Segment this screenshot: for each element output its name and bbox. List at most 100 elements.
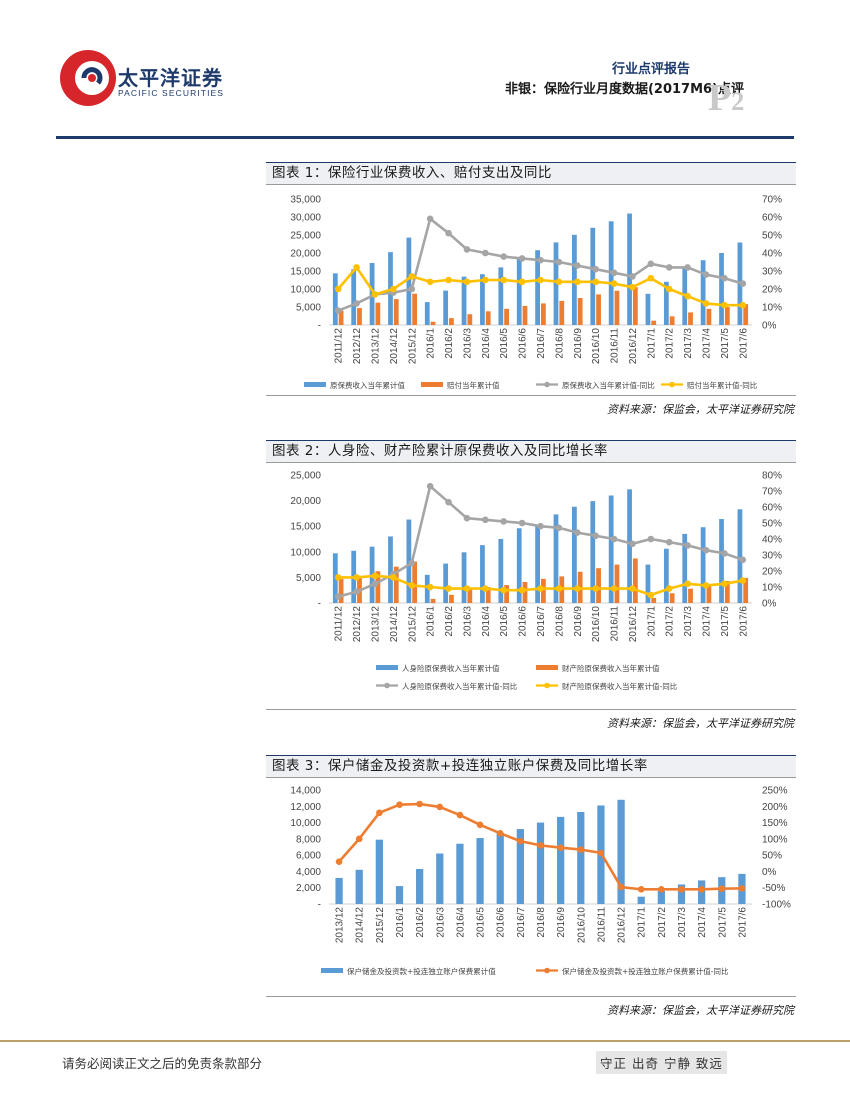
line-point bbox=[476, 821, 484, 829]
line-point bbox=[353, 300, 360, 307]
y-tick-label: - bbox=[318, 900, 321, 911]
bar-secondary bbox=[541, 578, 546, 603]
figure-3-title: 图表 3：保户储金及投资款+投连独立账户保费及同比增长率 bbox=[266, 755, 796, 778]
x-tick-label: 2016/10 bbox=[576, 907, 587, 944]
x-tick-label: 2014/12 bbox=[355, 907, 366, 944]
series-line-1 bbox=[337, 266, 743, 307]
line-point bbox=[496, 830, 504, 837]
bar-secondary bbox=[559, 300, 565, 325]
logo-wordmark-cn: 太平洋证券 bbox=[118, 66, 223, 90]
x-tick-label: 2016/5 bbox=[499, 606, 510, 637]
line-point bbox=[408, 559, 416, 567]
page-letter: P bbox=[708, 77, 732, 119]
y-tick-label: 10,000 bbox=[290, 547, 321, 558]
line-point bbox=[353, 588, 360, 596]
x-tick-label: 2016/7 bbox=[516, 907, 527, 938]
y-tick-label: 25,000 bbox=[290, 231, 321, 242]
legend-label: 原保费收入当年累计值-同比 bbox=[562, 380, 655, 390]
bar-primary bbox=[719, 253, 724, 325]
y2-tick-label: 30% bbox=[762, 551, 782, 562]
line-point bbox=[537, 276, 544, 284]
line-point bbox=[353, 264, 360, 271]
bar-secondary bbox=[467, 589, 473, 603]
line-point bbox=[445, 585, 452, 592]
footer-rule bbox=[0, 1040, 850, 1042]
line-point bbox=[390, 574, 397, 581]
x-tick-label: 2017/1 bbox=[637, 907, 648, 938]
bar-secondary bbox=[541, 303, 546, 325]
figure-1-chart: - 5,000 10,000 15,000 20,000 25,000 30,000 35,0… bbox=[290, 195, 782, 391]
bar-secondary bbox=[688, 588, 693, 603]
line-point bbox=[678, 886, 685, 893]
x-tick-label: 2016/5 bbox=[476, 907, 487, 938]
bar-primary bbox=[682, 533, 688, 603]
legend-swatch-point bbox=[544, 967, 550, 974]
line-point bbox=[577, 846, 585, 853]
y-tick-label: 15,000 bbox=[290, 267, 321, 278]
legend-label: 保户储金及投资款+投连独立账户保费累计值-同比 bbox=[562, 966, 729, 976]
x-tick-label: 2017/3 bbox=[677, 907, 688, 938]
x-tick-label: 2011/12 bbox=[334, 606, 345, 642]
bar-primary bbox=[608, 495, 614, 603]
bar-primary bbox=[663, 548, 669, 603]
line-point bbox=[463, 585, 471, 592]
bar-primary bbox=[406, 237, 412, 325]
x-tick-label: 2016/6 bbox=[518, 606, 529, 637]
line-point bbox=[555, 524, 563, 532]
line-point bbox=[537, 585, 544, 592]
line-point bbox=[537, 522, 544, 530]
bar-primary bbox=[476, 838, 484, 904]
y2-tick-label: 10% bbox=[762, 583, 782, 594]
line-point bbox=[610, 269, 618, 277]
line-point bbox=[702, 300, 710, 307]
series-line-0 bbox=[337, 217, 744, 312]
legend-swatch bbox=[321, 968, 343, 973]
line-point bbox=[721, 274, 728, 282]
bar-secondary bbox=[485, 587, 491, 603]
line-point bbox=[500, 276, 508, 284]
x-tick-label: 2017/6 bbox=[738, 328, 749, 359]
figure-2-source: 资料来源：保监会，太平洋证券研究院 bbox=[607, 717, 794, 730]
bar-primary bbox=[424, 574, 430, 603]
bar-primary bbox=[535, 524, 540, 603]
x-tick-label: 2017/4 bbox=[697, 907, 708, 938]
bar-secondary bbox=[743, 304, 749, 325]
line-point bbox=[334, 574, 342, 581]
bar-secondary bbox=[632, 558, 638, 603]
x-tick-label: 2016/11 bbox=[596, 907, 607, 943]
x-tick-label: 2016/4 bbox=[481, 328, 492, 359]
legend-label: 保户储金及投资款+投连独立账户保费累计值 bbox=[347, 966, 496, 976]
x-tick-label: 2016/1 bbox=[426, 328, 437, 359]
x-tick-label: 2017/1 bbox=[646, 328, 657, 359]
x-tick-label: 2016/8 bbox=[536, 907, 547, 938]
line-point bbox=[482, 585, 489, 592]
x-tick-label: 2016/9 bbox=[573, 328, 584, 359]
x-tick-label: 2017/5 bbox=[717, 907, 728, 938]
figure-3-rule bbox=[266, 996, 796, 997]
bar-secondary bbox=[743, 577, 749, 603]
y2-tick-label: 40% bbox=[762, 535, 782, 546]
bar-secondary bbox=[577, 298, 583, 325]
report-title: 非银：保险行业月度数据(2017M6)点评 bbox=[504, 82, 744, 97]
legend-label: 人身险原保费收入当年累计值-同比 bbox=[402, 681, 518, 691]
line-point bbox=[739, 301, 747, 309]
header-rule bbox=[56, 136, 794, 139]
legend-label: 赔付当年累计值 bbox=[447, 380, 500, 390]
line-point bbox=[500, 518, 508, 525]
x-tick-label: 2016/2 bbox=[415, 907, 426, 938]
bar-primary bbox=[351, 269, 357, 325]
x-tick-label: 2012/12 bbox=[352, 606, 363, 643]
line-point bbox=[555, 258, 563, 266]
x-tick-label: 2016/3 bbox=[462, 606, 473, 637]
bar-primary bbox=[461, 276, 467, 325]
line-point bbox=[463, 514, 471, 522]
bar-primary bbox=[498, 267, 504, 325]
line-point bbox=[629, 585, 636, 592]
line-point bbox=[647, 260, 655, 268]
bar-secondary bbox=[412, 293, 418, 325]
x-tick-label: 2014/12 bbox=[389, 328, 400, 365]
figure-1-source: 资料来源：保监会，太平洋证券研究院 bbox=[607, 403, 794, 416]
line-point bbox=[573, 585, 581, 592]
line-point bbox=[665, 285, 673, 293]
bar-primary bbox=[535, 250, 540, 325]
